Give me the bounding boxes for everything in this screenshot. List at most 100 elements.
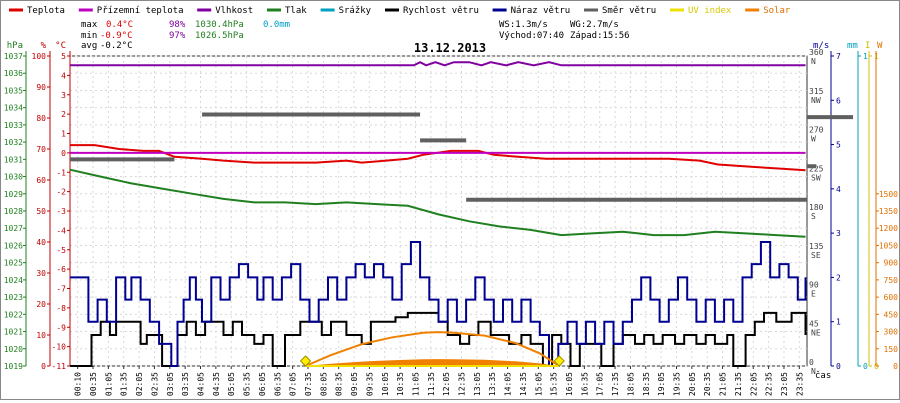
x-tick-label: 00:35 [89, 372, 98, 396]
watt-axis-tick-label: 150 [884, 345, 899, 354]
hpa-axis-tick-label: 1033 [4, 121, 23, 130]
celsius-axis-tick-label: -7 [56, 285, 66, 294]
legend-label: Přízemní teplota [97, 6, 184, 16]
percent-axis-tick-label: 0 [41, 362, 46, 371]
direction-tick-dir: SW [811, 173, 821, 182]
legend-label: UV index [688, 6, 732, 16]
celsius-axis-tick-label: 3 [61, 91, 66, 100]
direction-tick-dir: N [811, 57, 816, 66]
ms-axis-tick-label: 6 [836, 96, 841, 105]
direction-tick-dir: E [811, 290, 816, 299]
ms-axis-tick-label: 7 [836, 52, 841, 61]
ms-axis-tick-label: 2 [836, 273, 841, 282]
legend-label: Teplota [27, 6, 65, 16]
hpa-axis-tick-label: 1019 [4, 362, 23, 371]
ms-axis-label: m/s [813, 41, 829, 51]
hpa-axis-tick-label: 1024 [4, 276, 23, 285]
percent-axis-tick-label: 80 [36, 114, 46, 123]
hpa-axis-tick-label: 1035 [4, 86, 23, 95]
watt-axis-tick-label: 450 [884, 310, 899, 319]
x-tick-label: 21:35 [734, 372, 743, 396]
rain-total: 0.0mm [263, 20, 290, 30]
celsius-axis-tick-label: -4 [56, 226, 66, 235]
watt-axis-tick-label: 1050 [879, 241, 898, 250]
hpa-axis-tick-label: 1020 [4, 345, 23, 354]
series-line-solar [305, 331, 560, 367]
x-tick-label: 23:05 [780, 372, 789, 396]
x-tick-label: 02:35 [150, 372, 159, 396]
hpa-axis-tick-label: 1037 [4, 52, 23, 61]
direction-tick-dir: SE [811, 251, 821, 260]
celsius-axis-tick-label: 1 [61, 130, 66, 139]
x-tick-label: 15:05 [534, 372, 543, 396]
legend-label: Rychlost větru [403, 6, 479, 16]
hpa-axis-tick-label: 1028 [4, 207, 23, 216]
min-label: min [81, 31, 97, 41]
min-temp: -0.9°C [100, 31, 133, 41]
min-hum: 97% [169, 31, 186, 41]
x-axis-label: čas [815, 370, 831, 381]
celsius-axis-tick-label: -9 [56, 323, 66, 332]
mm-axis-label: mm [847, 41, 858, 51]
celsius-axis-tick-label: -11 [52, 362, 67, 371]
hpa-axis-tick-label: 1030 [4, 173, 23, 182]
percent-axis-tick-label: 40 [36, 238, 46, 247]
series-line-n-raz-v-tru [70, 241, 807, 367]
direction-tick-deg: 360 [809, 48, 824, 57]
hpa-axis-tick-label: 1032 [4, 138, 23, 147]
x-tick-label: 18:35 [642, 372, 651, 396]
hpa-axis-tick-label: 1021 [4, 328, 23, 337]
celsius-axis-tick-label: -10 [52, 343, 67, 352]
direction-tick-dir: W [811, 135, 816, 144]
x-tick-label: 20:35 [703, 372, 712, 396]
percent-axis-tick-label: 60 [36, 176, 46, 185]
legend-label: Vlhkost [215, 6, 253, 16]
hpa-axis-tick-label: 1025 [4, 259, 23, 268]
x-tick-label: 05:05 [227, 372, 236, 396]
mm-axis-tick-label: 1 [863, 52, 868, 61]
hpa-axis-label: hPa [7, 41, 23, 51]
legend-label: Náraz větru [511, 6, 571, 16]
legend-label: Srážky [339, 6, 372, 16]
watt-axis-tick-label: 900 [884, 259, 899, 268]
series-line-vlhkost [70, 61, 806, 67]
x-tick-label: 21:05 [719, 372, 728, 396]
max-press: 1030.4hPa [195, 20, 244, 30]
watt-axis-tick-label: 1350 [879, 207, 898, 216]
watt-axis-tick-label: 300 [884, 328, 899, 337]
direction-tick-dir: N [811, 367, 816, 376]
celsius-axis-tick-label: 4 [61, 71, 66, 80]
percent-axis-tick-label: 100 [32, 52, 47, 61]
x-tick-label: 08:05 [319, 372, 328, 396]
x-tick-label: 00:10 [74, 372, 83, 396]
x-tick-label: 23:35 [795, 372, 804, 396]
percent-axis-label: % [41, 41, 47, 51]
x-tick-label: 19:35 [672, 372, 681, 396]
chart-title: 13.12.2013 [414, 41, 486, 55]
series [69, 61, 854, 367]
celsius-axis-tick-label: 5 [61, 52, 66, 61]
x-tick-label: 19:05 [657, 372, 666, 396]
direction-tick-deg: 90 [809, 281, 819, 290]
x-tick-label: 12:35 [458, 372, 467, 396]
percent-axis-tick-label: 30 [36, 269, 46, 278]
percent-axis-tick-label: 50 [36, 207, 46, 216]
x-tick-label: 18:05 [626, 372, 635, 396]
percent-axis-tick-label: 10 [36, 331, 46, 340]
ms-axis-tick-label: 3 [836, 229, 841, 238]
max-temp: 0.4°C [106, 20, 133, 30]
x-tick-label: 08:35 [335, 372, 344, 396]
x-tick-label: 06:05 [258, 372, 267, 396]
wind-gust-max: WG:2.7m/s [570, 20, 619, 30]
watt-axis-tick-label: 600 [884, 293, 899, 302]
x-tick-label: 10:35 [396, 372, 405, 396]
x-tick-label: 02:05 [135, 372, 144, 396]
direction-tick-deg: 315 [809, 87, 824, 96]
ms-axis-tick-label: 1 [836, 318, 841, 327]
watt-axis-tick-label: 750 [884, 276, 899, 285]
direction-tick-dir: NE [811, 328, 821, 337]
celsius-axis-tick-label: -6 [56, 265, 66, 274]
solar-fill [305, 359, 560, 366]
celsius-axis-tick-label: -1 [56, 168, 66, 177]
